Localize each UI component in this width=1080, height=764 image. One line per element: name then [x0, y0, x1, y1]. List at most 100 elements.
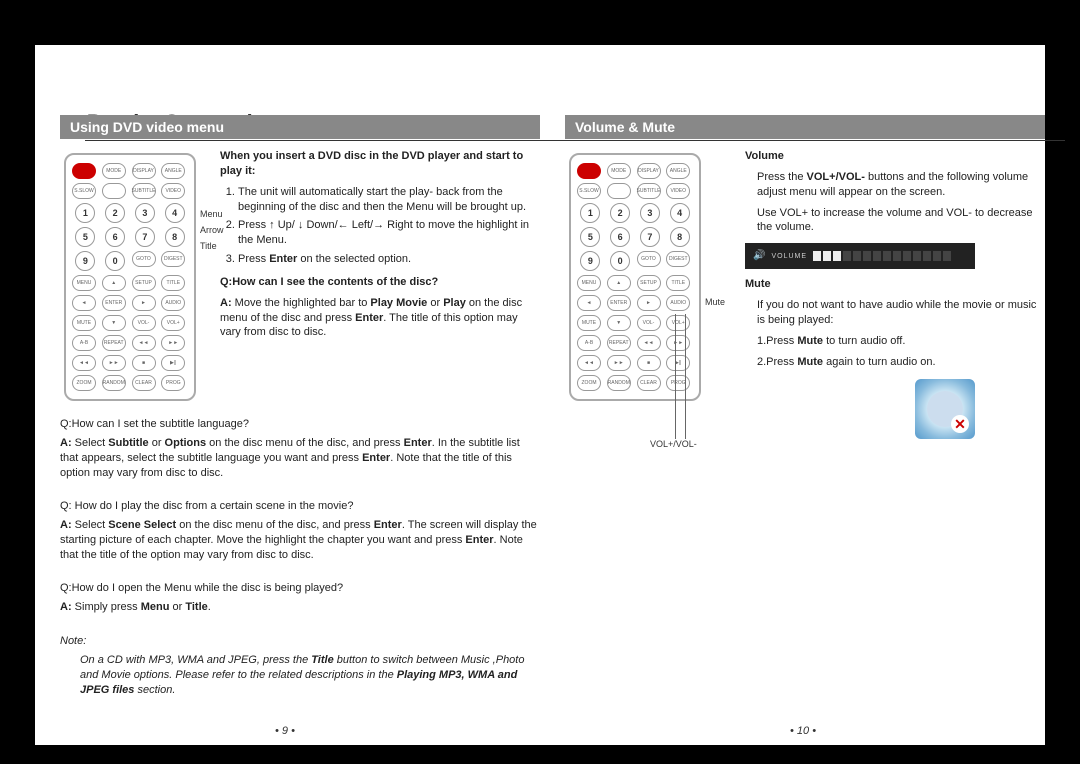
- remote-btn: ►►: [666, 335, 690, 351]
- remote-btn: SUBTITLE: [637, 183, 661, 199]
- remote-btn: 0: [610, 251, 630, 271]
- volume-segment: [913, 251, 921, 261]
- remote-btn: ANGLE: [161, 163, 185, 179]
- remote-btn: ◄: [72, 295, 96, 311]
- right-column: Volume & Mute MODEDISPLAYANGLES.SLOWSUBT…: [565, 115, 1045, 439]
- volume-segment: [893, 251, 901, 261]
- remote-btn: ►►: [607, 355, 631, 371]
- remote-btn: ◄◄: [637, 335, 661, 351]
- volume-text1: Press the VOL+/VOL- buttons and the foll…: [757, 170, 1045, 200]
- remote-btn: 0: [105, 251, 125, 271]
- remote-callouts-left: Menu Arrow Title: [200, 209, 224, 257]
- a3: A: Select Scene Select on the disc menu …: [60, 518, 540, 563]
- remote-btn: MODE: [607, 163, 631, 179]
- callout-volpm: VOL+/VOL-: [650, 439, 697, 449]
- remote-btn: S.SLOW: [72, 183, 96, 199]
- mute-graphic: ✕: [915, 379, 975, 439]
- q3: Q: How do I play the disc from a certain…: [60, 499, 540, 514]
- volume-segment: [933, 251, 941, 261]
- remote-btn: ZOOM: [72, 375, 96, 391]
- remote-btn: ENTER: [607, 295, 631, 311]
- remote-diagram-left: MODEDISPLAYANGLES.SLOWSUBTITLEVIDEO12345…: [60, 149, 210, 405]
- remote-btn: VOL+: [161, 315, 185, 331]
- callout-mute: Mute: [705, 297, 725, 307]
- remote-btn: [102, 183, 126, 199]
- remote-btn: 9: [580, 251, 600, 271]
- page-number-right: • 10 •: [790, 725, 816, 737]
- a1: A: Move the highlighted bar to Play Movi…: [220, 296, 540, 341]
- remote-btn: 9: [75, 251, 95, 271]
- remote-btn: 2: [610, 203, 630, 223]
- mute-text1: If you do not want to have audio while t…: [757, 298, 1045, 328]
- remote-btn: VIDEO: [666, 183, 690, 199]
- volume-segment: [853, 251, 861, 261]
- left-qa-block: Q:How can I set the subtitle language? A…: [60, 417, 540, 697]
- remote-btn: 1: [580, 203, 600, 223]
- remote-btn: ▶||: [161, 355, 185, 371]
- note-text: On a CD with MP3, WMA and JPEG, press th…: [80, 653, 540, 698]
- q2: Q:How can I set the subtitle language?: [60, 417, 540, 432]
- remote-btn: TITLE: [666, 275, 690, 291]
- callout-menu: Menu: [200, 209, 224, 219]
- volume-segment: [923, 251, 931, 261]
- remote-btn: ANGLE: [666, 163, 690, 179]
- remote-btn: ▲: [607, 275, 631, 291]
- remote-btn: MODE: [102, 163, 126, 179]
- volume-segment: [833, 251, 841, 261]
- a4: A: Simply press Menu or Title.: [60, 600, 540, 615]
- remote-btn: ■: [637, 355, 661, 371]
- remote-btn: 3: [135, 203, 155, 223]
- remote-btn: 6: [105, 227, 125, 247]
- remote-btn: MENU: [72, 275, 96, 291]
- section-header-right: Volume & Mute: [565, 115, 1045, 139]
- remote-btn: 5: [580, 227, 600, 247]
- remote-btn: A-B: [577, 335, 601, 351]
- remote-btn: 7: [640, 227, 660, 247]
- remote-btn: ◄◄: [577, 355, 601, 371]
- remote-btn: ◄◄: [132, 335, 156, 351]
- remote-btn: SETUP: [132, 275, 156, 291]
- remote-btn: DIGEST: [161, 251, 185, 267]
- remote-btn: ►: [132, 295, 156, 311]
- remote-btn: 7: [135, 227, 155, 247]
- remote-btn: PROG: [161, 375, 185, 391]
- remote-btn: RANDOM: [102, 375, 126, 391]
- remote-btn: A-B: [72, 335, 96, 351]
- remote-btn: ◄◄: [72, 355, 96, 371]
- page-number-left: • 9 •: [275, 725, 295, 737]
- volume-segment: [863, 251, 871, 261]
- callout-arrow: Arrow: [200, 225, 224, 235]
- volume-segment: [813, 251, 821, 261]
- remote-btn: REPEAT: [102, 335, 126, 351]
- volume-segment: [903, 251, 911, 261]
- left-column: Using DVD video menu MODE DISPLAY ANGLE S.S…: [60, 115, 540, 701]
- remote-btn: ►►: [102, 355, 126, 371]
- q4: Q:How do I open the Menu while the disc …: [60, 581, 540, 596]
- remote-btn: ▼: [607, 315, 631, 331]
- remote-btn: ◄: [577, 295, 601, 311]
- remote-btn: VOL+: [666, 315, 690, 331]
- remote-btn: ▼: [102, 315, 126, 331]
- volume-segment: [823, 251, 831, 261]
- remote-btn: VOL-: [132, 315, 156, 331]
- remote-btn: S.SLOW: [577, 183, 601, 199]
- volume-heading: Volume: [745, 149, 1045, 164]
- remote-btn: VIDEO: [161, 183, 185, 199]
- remote-btn: GOTO: [132, 251, 156, 267]
- remote-btn: GOTO: [637, 251, 661, 267]
- remote-btn: ENTER: [102, 295, 126, 311]
- remote-btn: RANDOM: [607, 375, 631, 391]
- remote-btn: DISPLAY: [132, 163, 156, 179]
- remote-btn: 4: [670, 203, 690, 223]
- remote-btn: ►: [637, 295, 661, 311]
- remote-btn: AUDIO: [666, 295, 690, 311]
- volume-segment: [873, 251, 881, 261]
- remote-btn: 5: [75, 227, 95, 247]
- q1: Q:How can I see the contents of the disc…: [220, 275, 540, 290]
- remote-btn: MUTE: [72, 315, 96, 331]
- note-label: Note:: [60, 634, 540, 649]
- remote-btn: PROG: [666, 375, 690, 391]
- section-header-left: Using DVD video menu: [60, 115, 540, 139]
- volume-text2: Use VOL+ to increase the volume and VOL-…: [757, 206, 1045, 236]
- remote-btn: 1: [75, 203, 95, 223]
